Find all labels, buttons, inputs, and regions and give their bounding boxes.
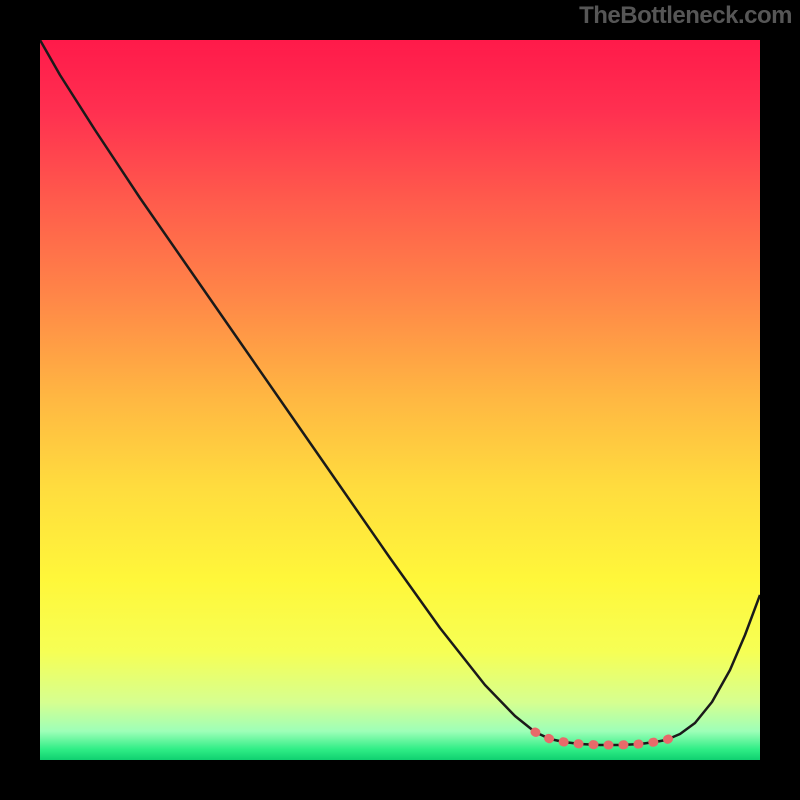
chart-frame: TheBottleneck.com [0, 0, 800, 800]
bottleneck-chart [40, 40, 760, 760]
plot-area [40, 40, 760, 760]
gradient-background [40, 40, 760, 760]
watermark-text: TheBottleneck.com [579, 2, 792, 30]
